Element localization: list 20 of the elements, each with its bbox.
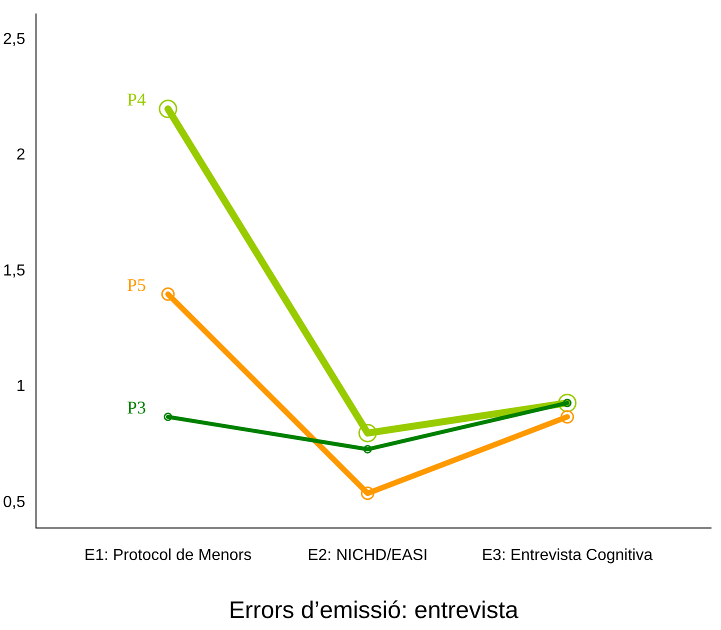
- point: [161, 287, 175, 301]
- point: [164, 412, 172, 422]
- y-tick-label: 2,5: [2, 30, 26, 48]
- point: [560, 410, 574, 424]
- y-tick-label: 0,5: [2, 494, 26, 511]
- point: [158, 100, 178, 118]
- x-axis-title: Errors d’emissió: entrevista: [228, 597, 519, 624]
- point: [358, 424, 377, 442]
- x-tick-label: E2: NICHD/EASI: [308, 547, 428, 564]
- point: [360, 486, 374, 500]
- series-label: P4: [126, 90, 146, 110]
- series-label: P3: [126, 398, 146, 418]
- y-tick-label: 1: [16, 378, 26, 396]
- y-tick-label: 1,5: [2, 262, 26, 280]
- point: [363, 445, 372, 454]
- x-tick-label: E1: Protocol de Menors: [84, 547, 252, 564]
- point: [558, 394, 577, 412]
- x-tick-label: E3: Entrevista Cognitiva: [482, 547, 653, 564]
- series-label: P5: [126, 274, 146, 295]
- y-tick-label: 2: [16, 146, 26, 164]
